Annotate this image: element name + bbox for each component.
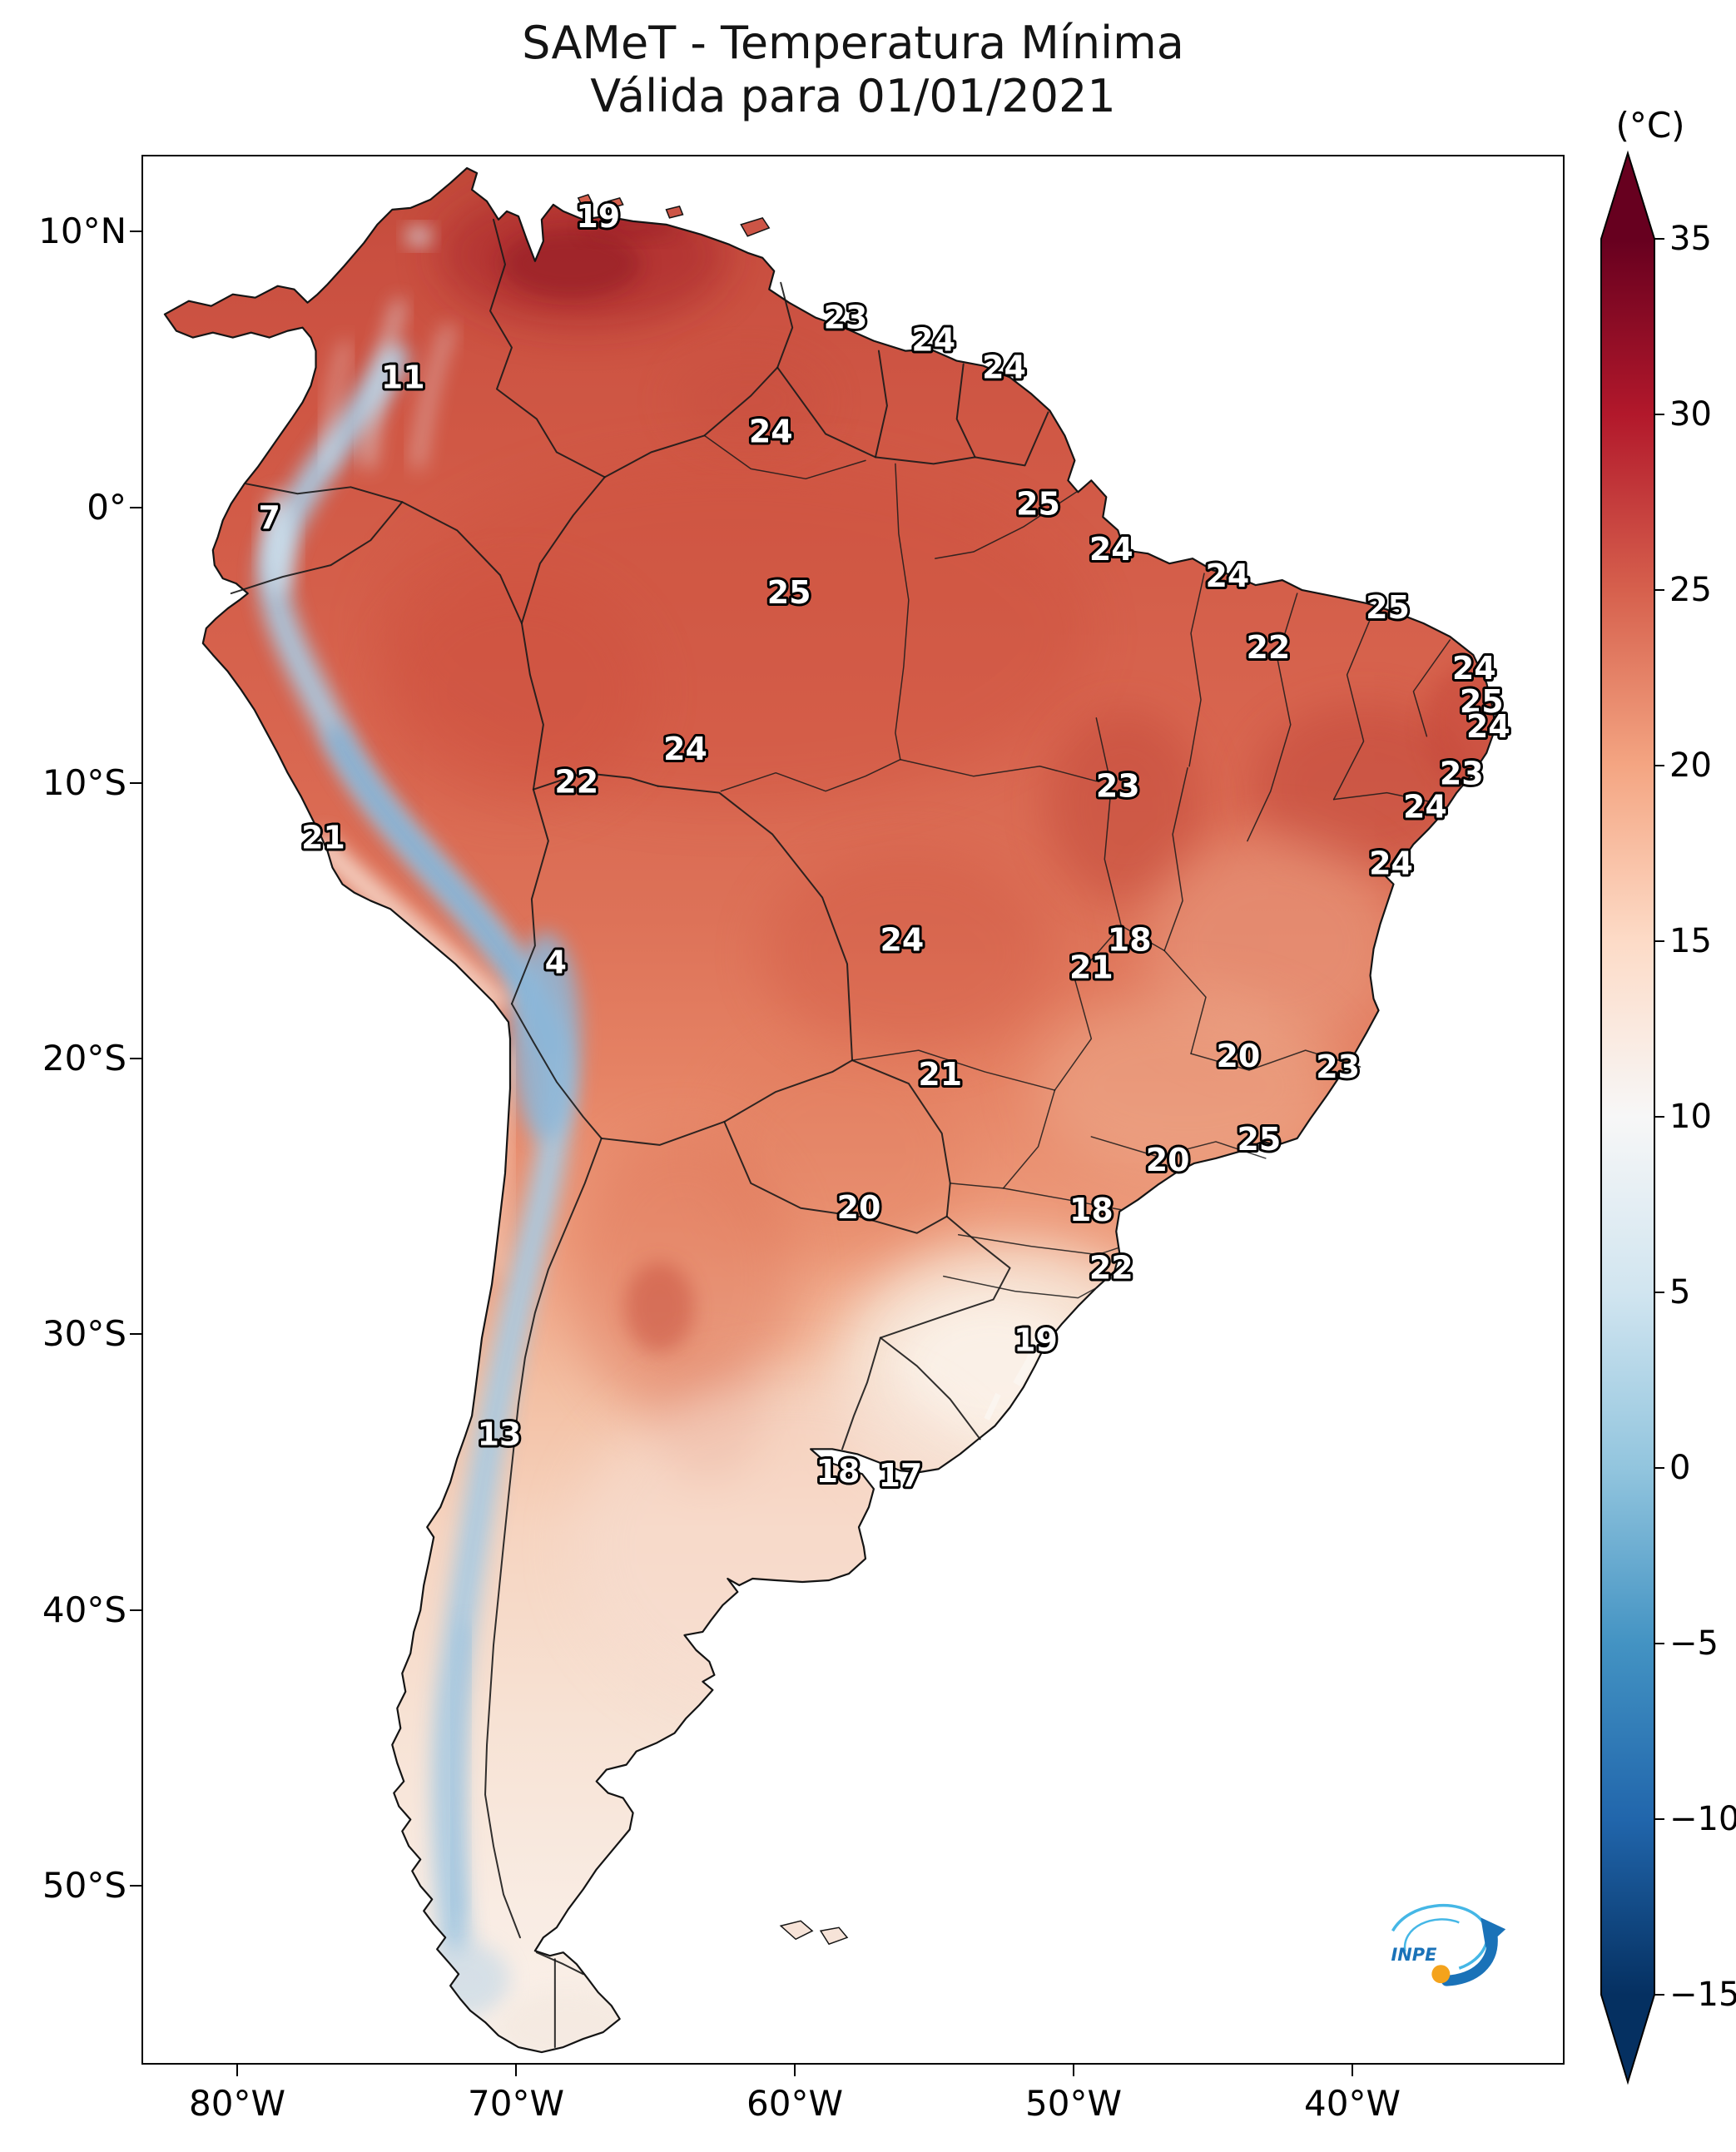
islands	[577, 194, 849, 1946]
lat-tick-mark	[130, 507, 141, 508]
map-temp-label: 19	[1014, 1322, 1058, 1359]
map-temp-label: 20	[1146, 1142, 1190, 1178]
lon-tick-mark	[236, 2065, 238, 2076]
map-temp-label: 17	[878, 1457, 922, 1494]
lon-tick-label: 70°W	[468, 2083, 564, 2124]
map-temp-label: 20	[837, 1189, 881, 1226]
map-temp-label: 18	[816, 1453, 861, 1490]
map-temp-label: 22	[554, 764, 598, 801]
map-temp-label: 18	[1069, 1192, 1114, 1228]
map-temp-label: 11	[381, 359, 425, 396]
map-temp-label: 24	[1452, 650, 1496, 687]
map-temp-label: 25	[1016, 485, 1060, 522]
lat-tick-mark	[130, 782, 141, 784]
colorbar-under-arrow	[1601, 1995, 1654, 2082]
map-temp-label: 25	[767, 574, 811, 611]
map-temp-label: 24	[1466, 708, 1510, 745]
map-temp-label: 24	[749, 413, 793, 449]
map-temp-label: 20	[1217, 1038, 1261, 1074]
map-temp-label: 24	[1403, 789, 1447, 826]
lon-tick-label: 50°W	[1025, 2083, 1122, 2124]
chart-subtitle: Válida para 01/01/2021	[590, 70, 1116, 122]
map-temp-label: 24	[1089, 531, 1133, 568]
map-temp-label: 23	[1440, 756, 1484, 792]
map-plot-area: 19 23 24 24 11 24 25 7 24 24 25 25 22 24 25 24 24 23 22 23 2…	[141, 155, 1565, 2065]
logo-orange-dot	[1431, 1965, 1451, 1984]
lat-tick-label: 20°S	[42, 1038, 126, 1078]
map-temp-label: 13	[478, 1416, 522, 1452]
colorbar-tick-label: −5	[1669, 1624, 1719, 1663]
map-temp-label: 23	[1096, 768, 1140, 805]
lat-tick-mark	[130, 231, 141, 232]
lat-tick-mark	[130, 1885, 141, 1887]
lat-tick-mark	[130, 1058, 141, 1059]
map-temp-label: 25	[1237, 1121, 1281, 1158]
lat-tick-label: 30°S	[42, 1313, 126, 1354]
lon-tick-label: 80°W	[189, 2083, 285, 2124]
map-temp-label: 24	[911, 322, 955, 359]
lat-tick-label: 50°S	[42, 1865, 126, 1906]
colorbar-over-arrow	[1601, 153, 1654, 239]
colorbar-tick-label: 35	[1669, 220, 1712, 258]
map-temp-label: 22	[1246, 629, 1290, 666]
colorbar-tick-label: 0	[1669, 1449, 1691, 1487]
colorbar-tick-label: 10	[1669, 1098, 1712, 1136]
map-temp-label: 24	[1206, 558, 1250, 594]
map-temp-label: 23	[1316, 1049, 1360, 1085]
map-temp-label: 25	[1460, 683, 1504, 720]
brazil-state-borders	[703, 434, 1451, 1299]
map-temp-label: 19	[576, 198, 620, 235]
lon-tick-mark	[1073, 2065, 1074, 2076]
map-temp-label: 24	[663, 731, 707, 767]
map-temp-label: 25	[1366, 589, 1410, 626]
map-temp-label: 22	[1089, 1250, 1133, 1287]
lat-tick-label: 0°	[87, 487, 126, 528]
lat-tick-mark	[130, 1333, 141, 1335]
logo-arrow	[1441, 1931, 1498, 1986]
map-temp-label: 24	[982, 350, 1026, 386]
lat-tick-mark	[130, 1609, 141, 1611]
colorbar-tick-label: 15	[1669, 922, 1712, 960]
map-temp-label: 24	[880, 921, 924, 958]
map-temp-label: 7	[258, 499, 280, 536]
chart-title-block: SAMeT - Temperatura Mínima Válida para 0…	[141, 17, 1565, 123]
colorbar-tick-label: 5	[1669, 1273, 1691, 1312]
andes-cold-region	[257, 226, 581, 2017]
lon-tick-label: 40°W	[1304, 2083, 1401, 2124]
temperature-field	[164, 167, 1495, 2053]
colorbar-tick-label: −10	[1669, 1800, 1736, 1838]
lat-tick-label: 10°N	[38, 211, 126, 251]
map-temp-label: 23	[824, 300, 868, 336]
colorbar-gradient-bar	[1601, 239, 1654, 1995]
map-temp-label: 21	[301, 820, 345, 856]
lon-tick-mark	[794, 2065, 796, 2076]
logo-swirl	[1391, 1903, 1490, 1970]
colorbar-tick-label: 25	[1669, 571, 1712, 609]
lat-tick-label: 40°S	[42, 1589, 126, 1630]
lat-tick-label: 10°S	[42, 762, 126, 803]
map-temp-label: 21	[918, 1056, 962, 1093]
logo-swirl-inner	[1403, 1918, 1460, 1952]
colorbar	[1600, 150, 1655, 2085]
inpe-logo: INPE	[1391, 1903, 1506, 1986]
colorbar-unit-label: (°C)	[1615, 105, 1685, 146]
chart-title: SAMeT - Temperatura Mínima	[522, 17, 1184, 69]
continent-coastline	[163, 166, 1496, 2054]
lon-tick-mark	[1352, 2065, 1353, 2076]
country-borders	[230, 218, 1049, 2049]
map-temp-label: 21	[1069, 949, 1114, 985]
colorbar-tick-label: 20	[1669, 746, 1712, 785]
lon-tick-mark	[515, 2065, 517, 2076]
logo-arrowhead	[1481, 1917, 1506, 1948]
logo-text: INPE	[1391, 1945, 1437, 1965]
map-temp-label: 18	[1108, 921, 1152, 958]
colorbar-tick-label: −15	[1669, 1976, 1736, 2014]
lon-tick-label: 60°W	[746, 2083, 843, 2124]
map-temp-label: 24	[1369, 845, 1413, 882]
map-temp-label: 4	[545, 944, 567, 980]
colorbar-tick-label: 30	[1669, 395, 1712, 434]
